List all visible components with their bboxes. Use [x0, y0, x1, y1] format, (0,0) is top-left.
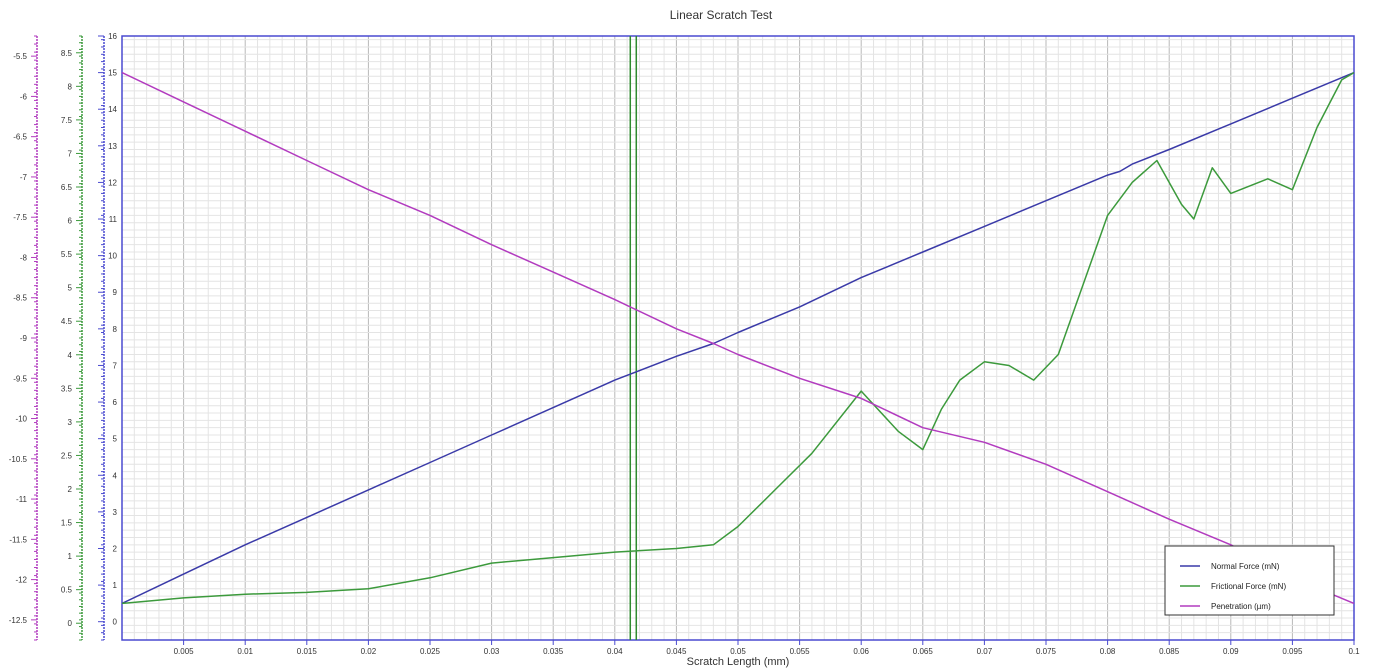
- normal_force-tick-label: 12: [108, 178, 117, 187]
- x-tick-label: 0.085: [1159, 647, 1180, 656]
- penetration-tick-label: -9: [20, 334, 28, 343]
- x-tick-label: 0.1: [1348, 647, 1360, 656]
- x-axis-label: Scratch Length (mm): [687, 656, 790, 668]
- penetration-tick-label: -11: [16, 495, 28, 504]
- frictional_force-tick-label: 7.5: [61, 116, 73, 125]
- penetration-tick-label: -8: [20, 253, 28, 262]
- normal_force-tick-label: 15: [108, 69, 117, 78]
- frictional_force-tick-label: 1: [68, 552, 73, 561]
- penetration-tick-label: -10: [15, 415, 27, 424]
- series-line-1: [121, 71, 1355, 605]
- series-line-2: [121, 71, 1355, 605]
- frictional_force-tick-label: 8.5: [61, 49, 73, 58]
- x-tick-label: 0.08: [1100, 647, 1116, 656]
- x-tick-label: 0.02: [361, 647, 377, 656]
- series-group: [121, 71, 1355, 605]
- penetration-axis: -12.5 -12 -11.5 -11 -10.5 -10 -9.5 -9 -8.5 -8 -7.5…: [9, 35, 38, 641]
- x-tick-label: 0.035: [543, 647, 564, 656]
- normal_force-tick-label: 4: [113, 471, 118, 480]
- normal_force-tick-label: 9: [113, 288, 118, 297]
- frictional_force-tick-label: 0.5: [61, 586, 73, 595]
- x-tick-label: 0.005: [174, 647, 195, 656]
- normal_force-tick-label: 8: [113, 325, 118, 334]
- x-tick-label: 0.075: [1036, 647, 1057, 656]
- frictional_force-tick-label: 6: [68, 217, 73, 226]
- frictional-force-axis: 0 0.5 1 1.5 2 2.5 3 3.5 4 4.5 5 5.5 6 6.5 7 7.5 8 8.5: [61, 35, 83, 641]
- x-tick-label: 0.06: [853, 647, 869, 656]
- normal_force-tick-label: 16: [108, 32, 117, 41]
- x-tick-label: 0.045: [666, 647, 687, 656]
- penetration-tick-label: -12: [15, 576, 27, 585]
- frictional_force-tick-label: 0: [68, 619, 73, 628]
- normal_force-tick-label: 6: [113, 398, 118, 407]
- x-tick-label: 0.07: [977, 647, 993, 656]
- frictional_force-tick-label: 1.5: [61, 519, 73, 528]
- penetration-tick-label: -8.5: [13, 294, 27, 303]
- frictional_force-tick-label: 3: [68, 418, 73, 427]
- marker-line[interactable]: [629, 36, 638, 640]
- normal_force-tick-label: 14: [108, 105, 117, 114]
- x-tick-label: 0.04: [607, 647, 623, 656]
- legend-label: Frictional Force (mN): [1211, 582, 1286, 591]
- x-tick-label: 0.055: [790, 647, 811, 656]
- x-tick-label: 0.065: [913, 647, 934, 656]
- normal_force-tick-label: 7: [113, 361, 118, 370]
- frictional_force-tick-label: 2.5: [61, 451, 73, 460]
- normal_force-tick-label: 5: [113, 435, 118, 444]
- frictional_force-tick-label: 3.5: [61, 384, 73, 393]
- penetration-tick-label: -10.5: [9, 455, 28, 464]
- legend-label: Penetration (µm): [1211, 602, 1271, 611]
- x-tick-label: 0.025: [420, 647, 441, 656]
- penetration-tick-label: -7: [20, 173, 28, 182]
- penetration-tick-label: -6.5: [13, 133, 27, 142]
- frictional_force-tick-label: 5.5: [61, 250, 73, 259]
- penetration-tick-label: -12.5: [9, 616, 28, 625]
- normal_force-tick-label: 2: [113, 544, 118, 553]
- x-tick-label: 0.01: [237, 647, 253, 656]
- frictional_force-tick-label: 2: [68, 485, 73, 494]
- frictional_force-tick-label: 4: [68, 351, 73, 360]
- penetration-tick-label: -11.5: [9, 535, 27, 544]
- penetration-tick-label: -5.5: [13, 52, 27, 61]
- series-line-0: [121, 71, 1355, 605]
- frictional_force-tick-label: 7: [68, 149, 73, 158]
- legend-label: Normal Force (mN): [1211, 562, 1280, 571]
- x-tick-label: 0.095: [1282, 647, 1303, 656]
- normal_force-tick-label: 1: [113, 581, 118, 590]
- frictional_force-tick-label: 6.5: [61, 183, 73, 192]
- normal_force-tick-label: 3: [113, 508, 118, 517]
- x-tick-label: 0.015: [297, 647, 318, 656]
- penetration-tick-label: -6: [20, 92, 28, 101]
- normal_force-tick-label: 10: [108, 252, 117, 261]
- chart-title: Linear Scratch Test: [670, 8, 773, 22]
- normal_force-tick-label: 13: [108, 142, 117, 151]
- x-tick-label: 0.09: [1223, 647, 1239, 656]
- normal_force-tick-label: 0: [113, 618, 118, 627]
- frictional_force-tick-label: 4.5: [61, 317, 73, 326]
- x-tick-label: 0.05: [730, 647, 746, 656]
- x-tick-label: 0.03: [484, 647, 500, 656]
- x-axis: 0.005 0.01 0.015 0.02 0.025 0.03 0.035 0.04 0.04…: [174, 640, 1360, 656]
- legend-box: [1164, 545, 1335, 616]
- penetration-tick-label: -9.5: [13, 374, 27, 383]
- penetration-tick-label: -7.5: [13, 213, 27, 222]
- normal_force-tick-label: 11: [109, 215, 118, 224]
- frictional_force-tick-label: 8: [68, 82, 73, 91]
- legend-items: Normal Force (mN) Frictional Force (mN) Pe…: [1180, 562, 1286, 611]
- legend: Normal Force (mN) Frictional Force (mN) Pe…: [1164, 545, 1335, 616]
- frictional_force-tick-label: 5: [68, 284, 73, 293]
